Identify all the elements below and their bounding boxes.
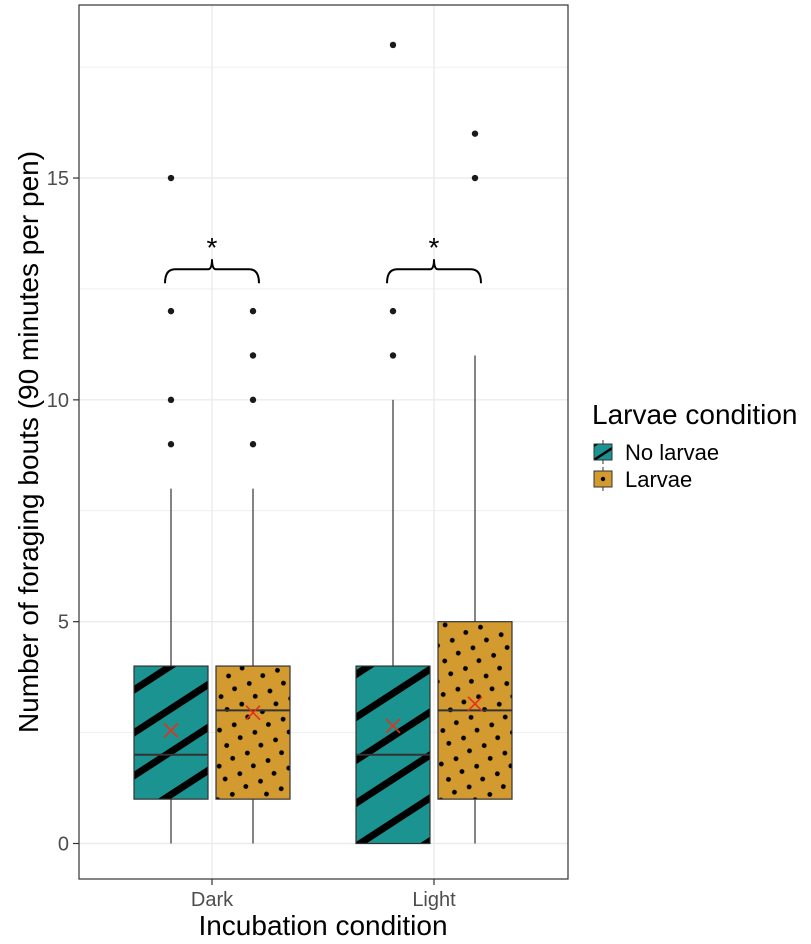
outlier-point xyxy=(389,41,397,49)
box-larvae-dark xyxy=(215,307,291,844)
significance-annotations: * * xyxy=(164,232,482,284)
y-tick-label: 5 xyxy=(58,612,69,634)
significance-brace xyxy=(386,259,482,284)
outlier-point xyxy=(249,441,257,448)
box-plots xyxy=(133,41,513,845)
mean-marker xyxy=(245,705,261,721)
mean-marker-stroke xyxy=(385,718,401,734)
mean-marker xyxy=(467,696,483,712)
panel-border xyxy=(78,4,569,880)
legend-item-larvae: Larvae xyxy=(593,467,692,492)
x-tick-label: Light xyxy=(412,889,456,911)
mean-marker xyxy=(163,722,179,738)
legend-item-no-larvae: No larvae xyxy=(593,440,719,465)
outlier-point xyxy=(249,396,257,404)
mean-marker-stroke xyxy=(467,696,483,712)
legend-key-box xyxy=(593,443,613,461)
legend-label: Larvae xyxy=(625,467,692,492)
axes: 0 5 10 15 Dark Light xyxy=(47,168,456,911)
outlier-point xyxy=(389,352,397,359)
significance-brace xyxy=(164,259,260,284)
outlier-point xyxy=(249,307,257,315)
outlier-point xyxy=(167,441,175,448)
outlier-point xyxy=(471,130,479,137)
outlier-point xyxy=(167,396,175,404)
box-body xyxy=(215,665,291,800)
box-no-larvae-dark xyxy=(133,174,209,844)
legend-label: No larvae xyxy=(625,440,719,465)
grid-lines xyxy=(79,5,568,879)
y-tick-label: 10 xyxy=(47,390,69,412)
y-tick-label: 0 xyxy=(58,834,69,856)
outlier-point xyxy=(471,174,479,182)
outlier-point xyxy=(167,307,175,315)
y-tick-label: 15 xyxy=(47,168,69,190)
box-larvae-light xyxy=(437,130,513,844)
box-no-larvae-light xyxy=(355,41,431,845)
outlier-point xyxy=(167,174,175,182)
significance-star: * xyxy=(207,232,218,263)
box-body xyxy=(133,665,209,800)
significance-star: * xyxy=(429,232,440,263)
outlier-point xyxy=(389,307,397,315)
mean-marker-stroke xyxy=(163,722,179,738)
mean-marker xyxy=(385,718,401,734)
x-tick-label: Dark xyxy=(191,889,234,911)
legend-title: Larvae condition xyxy=(592,399,797,430)
mean-marker-stroke xyxy=(245,705,261,721)
x-axis-title: Incubation condition xyxy=(198,910,447,941)
y-axis-title: Number of foraging bouts (90 minutes per… xyxy=(13,151,44,733)
outlier-point xyxy=(249,352,257,359)
legend-key-dot xyxy=(600,476,606,482)
